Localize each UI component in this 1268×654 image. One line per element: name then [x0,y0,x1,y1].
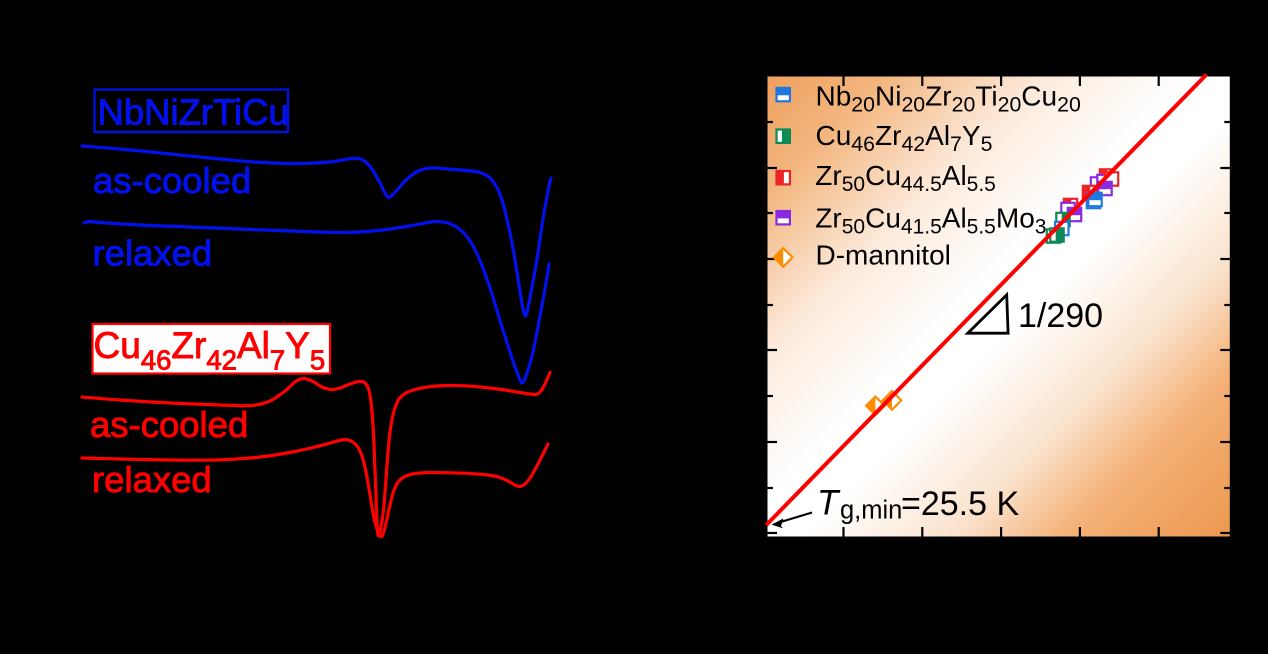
svg-text:relaxed: relaxed [92,459,212,500]
svg-text:g,min: g,min [840,497,902,525]
svg-text:Zr50​Cu41.5​Al5.5​Mo3​: Zr50​Cu41.5​Al5.5​Mo3​ [815,203,1046,239]
svg-text:NbNiZrTiCu: NbNiZrTiCu [98,92,289,133]
svg-text:Cu46​Zr42​Al7​Y5​: Cu46​Zr42​Al7​Y5​ [816,120,993,156]
svg-text:as-cooled: as-cooled [93,160,251,201]
svg-text:as-cooled: as-cooled [90,404,248,445]
svg-text:Nb20​Ni20​Zr20​Ti20​Cu20​: Nb20​Ni20​Zr20​Ti20​Cu20​ [816,80,1081,116]
svg-text:T: T [817,484,841,523]
svg-text:1/290: 1/290 [1018,297,1103,335]
svg-text:relaxed: relaxed [93,233,213,274]
svg-text:Cu46​Zr42​Al7​Y5​: Cu46​Zr42​Al7​Y5​ [94,325,326,376]
svg-text:=25.5 K: =25.5 K [901,485,1019,523]
svg-text:Zr50​Cu44.5​Al5.5​: Zr50​Cu44.5​Al5.5​ [815,160,996,196]
svg-text:D-mannitol: D-mannitol [816,240,951,271]
